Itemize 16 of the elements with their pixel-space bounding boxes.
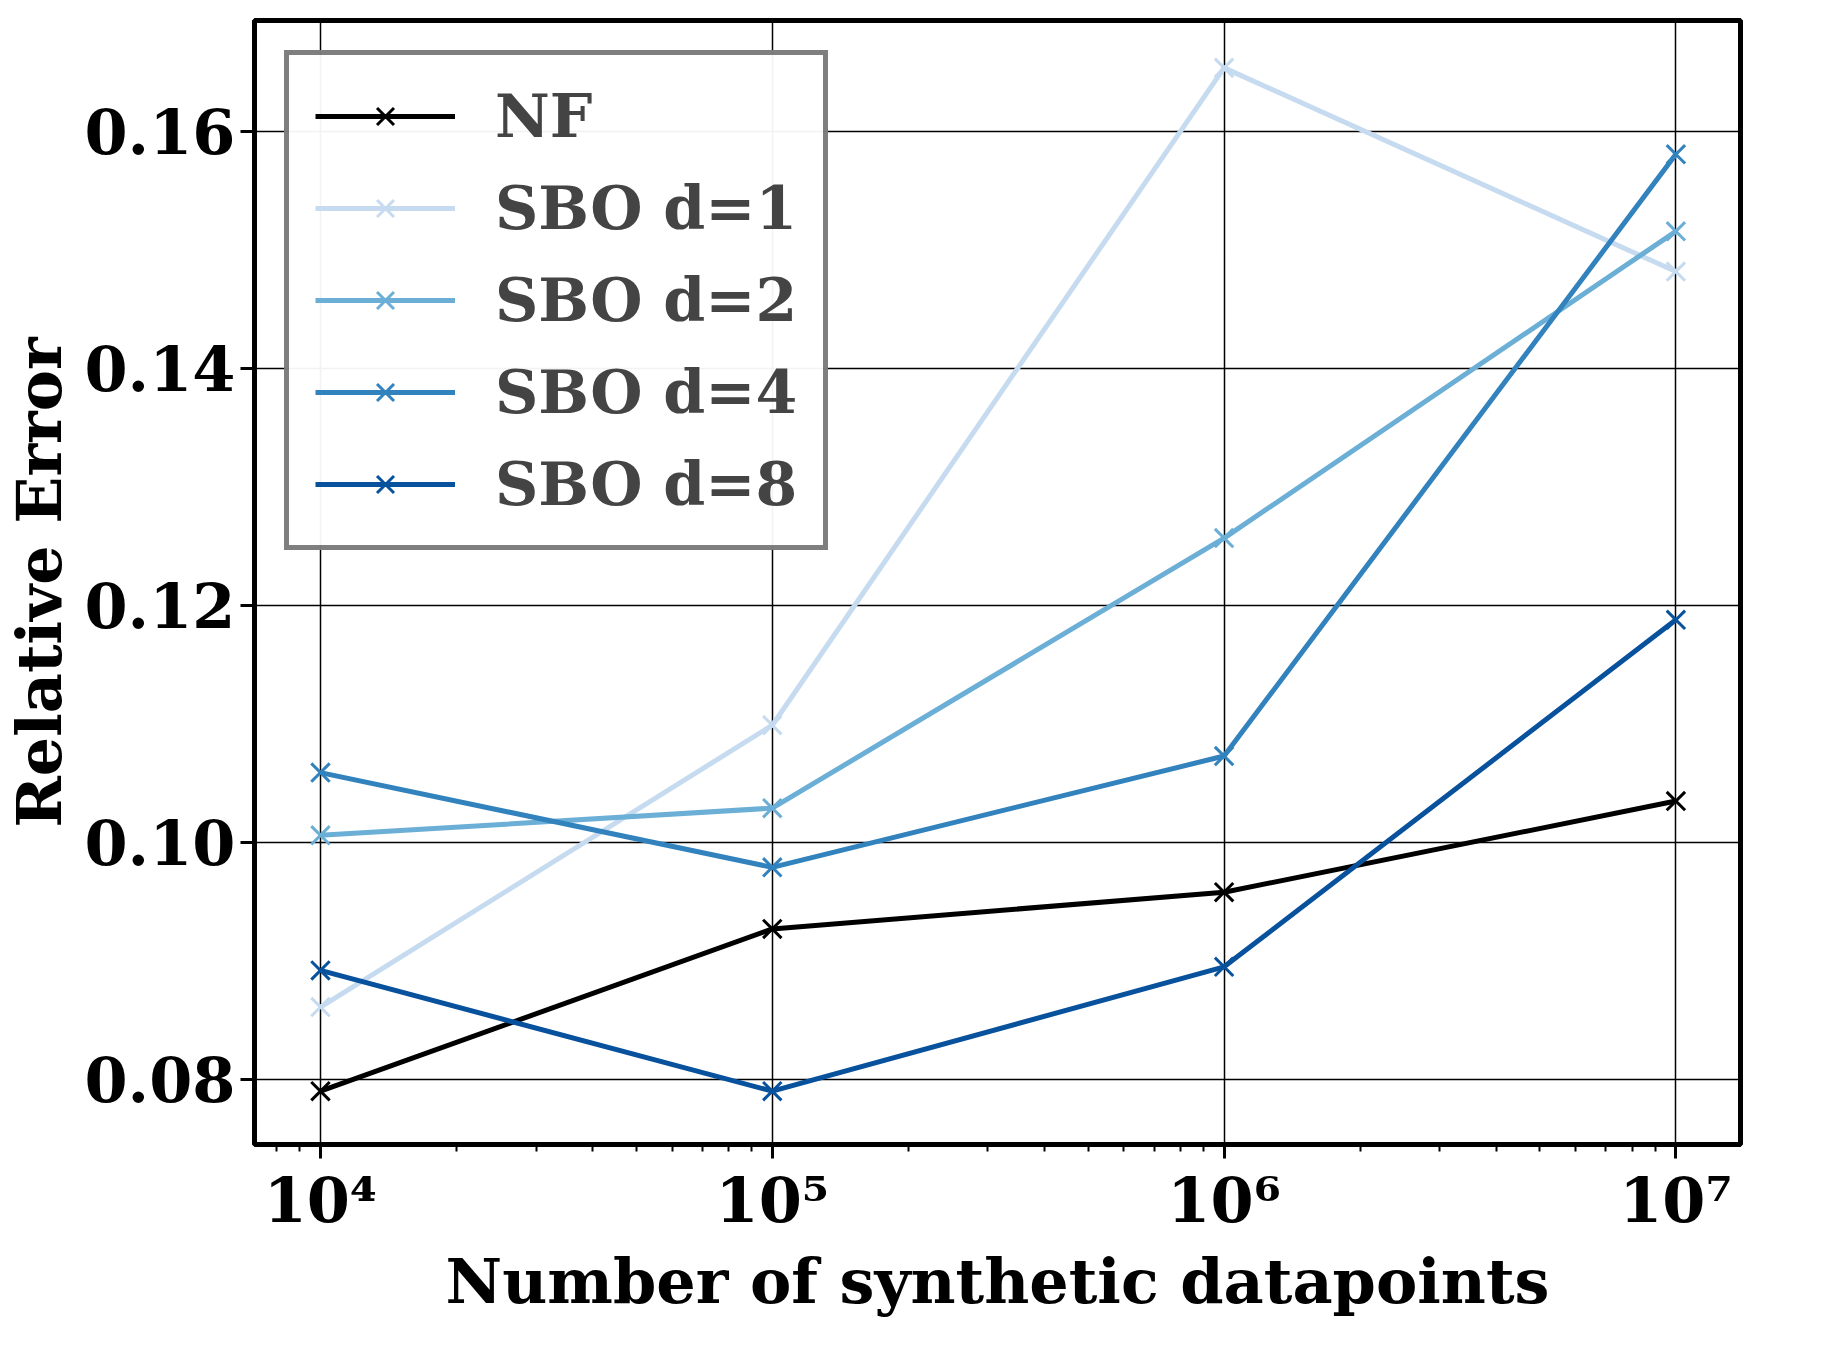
y-tick-label: 0.16 bbox=[84, 96, 236, 170]
x-tick-label: 10⁴ bbox=[263, 1163, 378, 1237]
y-tick-label: 0.08 bbox=[84, 1043, 236, 1117]
x-tick-label: 10⁶ bbox=[1167, 1163, 1281, 1237]
x-axis-title: Number of synthetic datapoints bbox=[445, 1244, 1550, 1318]
legend-label: SBO d=2 bbox=[495, 265, 798, 335]
legend-label: SBO d=8 bbox=[495, 449, 798, 519]
x-tick-label: 10⁵ bbox=[715, 1163, 829, 1237]
y-tick-label: 0.10 bbox=[84, 806, 236, 880]
y-axis-title: Relative Error bbox=[3, 335, 77, 828]
legend-label: SBO d=4 bbox=[495, 357, 798, 427]
legend-label: NF bbox=[495, 81, 593, 151]
y-tick-label: 0.14 bbox=[84, 333, 236, 407]
x-tick-label: 10⁷ bbox=[1619, 1163, 1733, 1237]
legend-label: SBO d=1 bbox=[495, 173, 798, 243]
y-tick-label: 0.12 bbox=[84, 570, 236, 644]
